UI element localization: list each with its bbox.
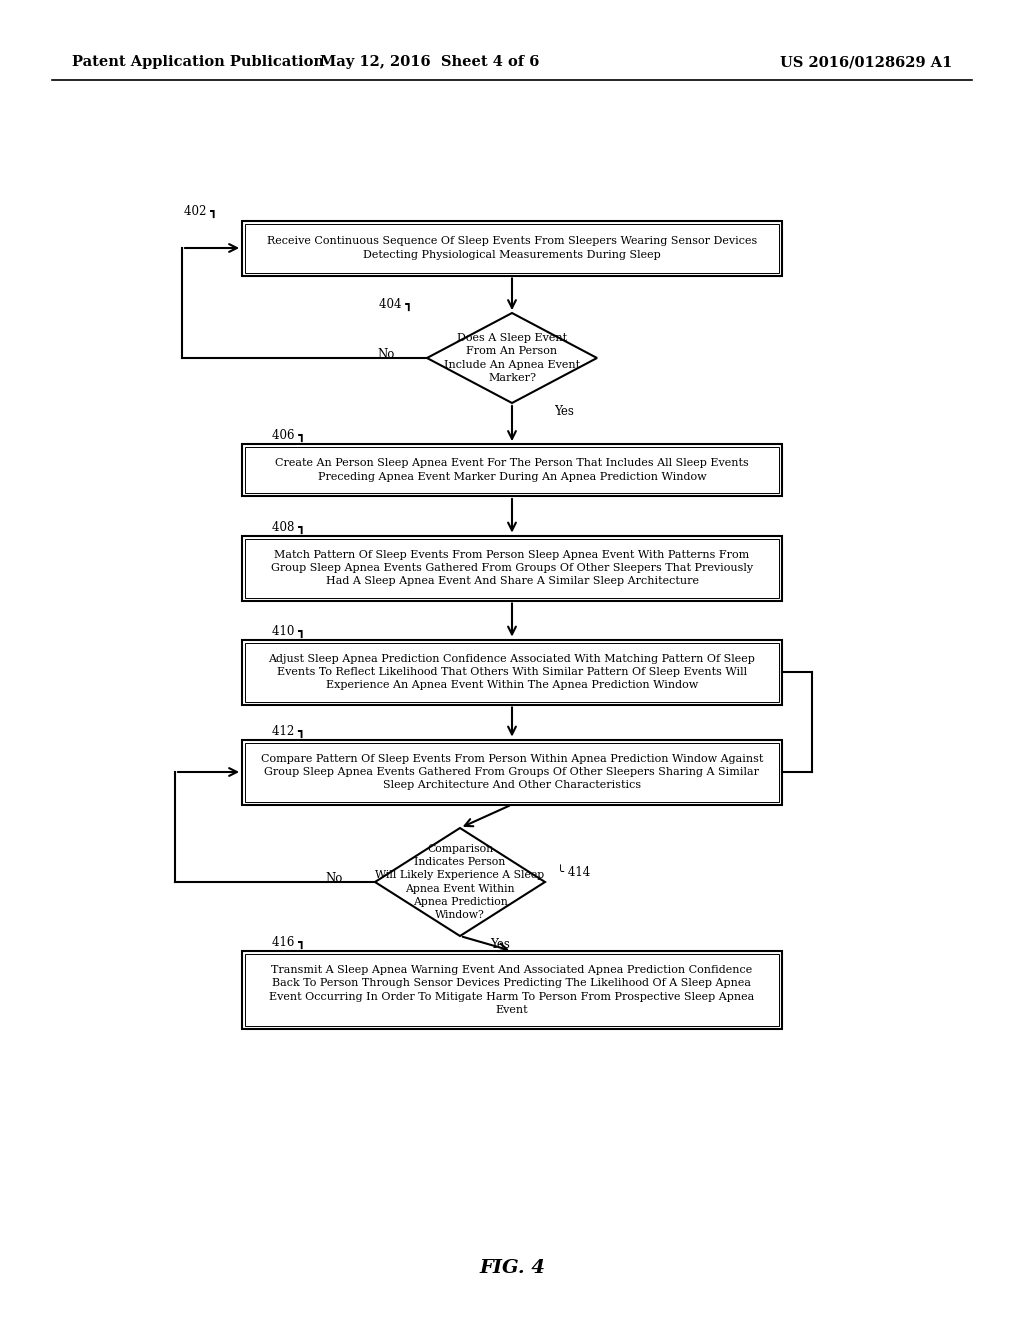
Bar bbox=[245, 539, 779, 598]
Text: Match Pattern Of Sleep Events From Person Sleep Apnea Event With Patterns From
G: Match Pattern Of Sleep Events From Perso… bbox=[271, 550, 753, 586]
Bar bbox=[245, 643, 779, 701]
Text: US 2016/0128629 A1: US 2016/0128629 A1 bbox=[779, 55, 952, 69]
Text: 412 ┓: 412 ┓ bbox=[272, 725, 305, 738]
Text: Patent Application Publication: Patent Application Publication bbox=[72, 55, 324, 69]
Polygon shape bbox=[427, 313, 597, 403]
Text: Create An Person Sleep Apnea Event For The Person That Includes All Sleep Events: Create An Person Sleep Apnea Event For T… bbox=[275, 458, 749, 482]
Text: Adjust Sleep Apnea Prediction Confidence Associated With Matching Pattern Of Sle: Adjust Sleep Apnea Prediction Confidence… bbox=[268, 653, 756, 690]
Bar bbox=[242, 950, 782, 1030]
Bar bbox=[245, 742, 779, 801]
Text: 416 ┓: 416 ┓ bbox=[272, 936, 305, 949]
Bar bbox=[242, 536, 782, 601]
Text: Does A Sleep Event
From An Person
Include An Apnea Event
Marker?: Does A Sleep Event From An Person Includ… bbox=[444, 333, 580, 383]
Text: 404 ┓: 404 ┓ bbox=[379, 298, 413, 312]
Text: 410 ┓: 410 ┓ bbox=[272, 624, 305, 638]
Bar bbox=[242, 739, 782, 804]
Text: Transmit A Sleep Apnea Warning Event And Associated Apnea Prediction Confidence
: Transmit A Sleep Apnea Warning Event And… bbox=[269, 965, 755, 1015]
Text: FIG. 4: FIG. 4 bbox=[479, 1259, 545, 1276]
Text: 408 ┓: 408 ┓ bbox=[272, 520, 305, 533]
Polygon shape bbox=[375, 828, 545, 936]
Bar bbox=[245, 447, 779, 492]
Text: Receive Continuous Sequence Of Sleep Events From Sleepers Wearing Sensor Devices: Receive Continuous Sequence Of Sleep Eve… bbox=[267, 236, 757, 260]
Bar bbox=[245, 223, 779, 272]
Text: Comparison
Indicates Person
Will Likely Experience A Sleep
Apnea Event Within
Ap: Comparison Indicates Person Will Likely … bbox=[376, 843, 545, 920]
Bar bbox=[242, 444, 782, 496]
Text: 402 ┓: 402 ┓ bbox=[184, 206, 217, 219]
Bar bbox=[242, 220, 782, 276]
Text: 406 ┓: 406 ┓ bbox=[272, 429, 305, 442]
Text: Yes: Yes bbox=[555, 405, 574, 418]
Text: ╰ 414: ╰ 414 bbox=[557, 866, 590, 879]
Bar bbox=[242, 639, 782, 705]
Text: Compare Pattern Of Sleep Events From Person Within Apnea Prediction Window Again: Compare Pattern Of Sleep Events From Per… bbox=[261, 754, 763, 791]
Text: No: No bbox=[377, 347, 394, 360]
Text: No: No bbox=[325, 871, 342, 884]
Text: May 12, 2016  Sheet 4 of 6: May 12, 2016 Sheet 4 of 6 bbox=[321, 55, 540, 69]
Bar bbox=[245, 954, 779, 1026]
Text: Yes: Yes bbox=[489, 939, 510, 950]
